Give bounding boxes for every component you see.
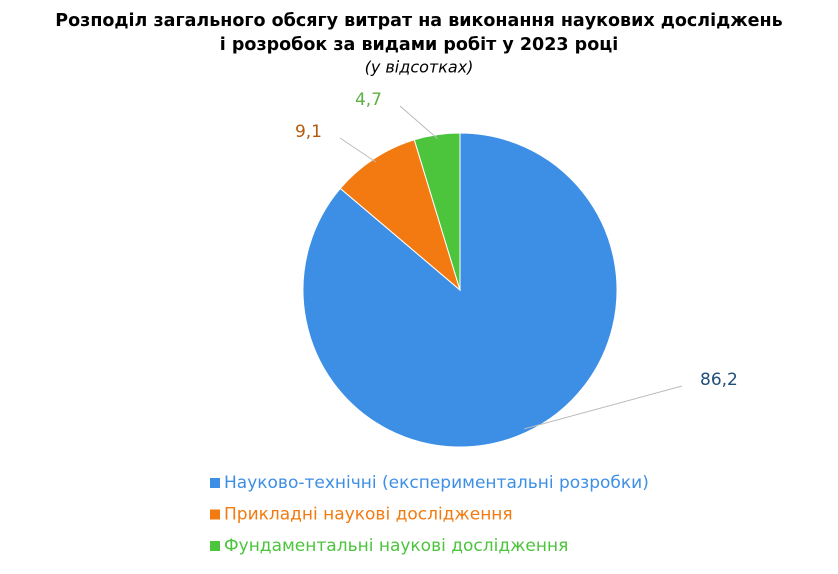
chart-title: Розподіл загального обсягу витрат на вик… xyxy=(55,11,782,31)
leader-line xyxy=(339,137,377,163)
legend-label: Прикладні наукові дослідження xyxy=(224,505,513,525)
legend-label: Фундаментальні наукові дослідження xyxy=(224,536,568,556)
legend-swatch xyxy=(210,509,220,520)
legend-swatch xyxy=(210,478,220,488)
legend-swatch xyxy=(210,541,220,551)
pie-slice xyxy=(339,139,461,292)
data-label: 86,2 xyxy=(700,370,738,390)
leader-line xyxy=(399,105,438,140)
chart-title: і розробок за видами робіт у 2023 році xyxy=(220,35,618,55)
data-label: 9,1 xyxy=(295,122,322,142)
pie-slice xyxy=(413,132,461,291)
chart-subtitle: (у відсотках) xyxy=(365,58,474,77)
leader-line xyxy=(524,385,683,430)
legend-label: Науково-технічні (експериментальні розро… xyxy=(224,473,649,493)
data-label: 4,7 xyxy=(355,90,382,110)
